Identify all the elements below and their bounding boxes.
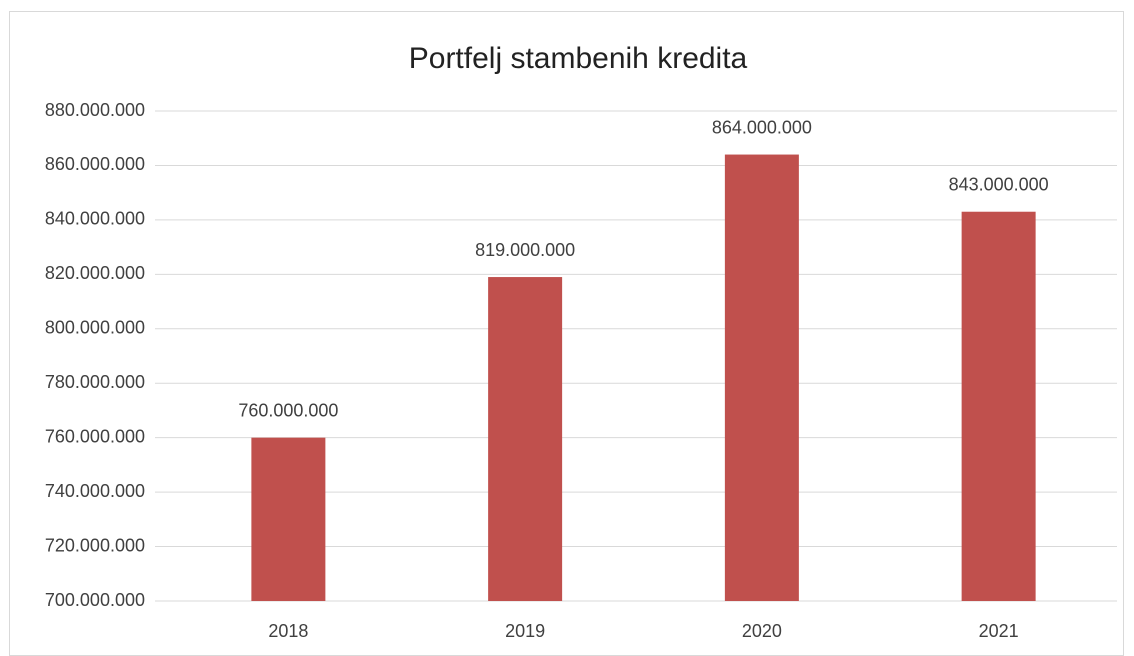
data-label: 843.000.000 [949, 174, 1049, 194]
y-tick-label: 720.000.000 [45, 535, 145, 555]
y-tick-label: 880.000.000 [45, 100, 145, 120]
data-label: 760.000.000 [238, 400, 338, 420]
data-label: 864.000.000 [712, 117, 812, 137]
bar [488, 277, 563, 601]
x-tick-label: 2018 [268, 621, 308, 641]
bar [724, 154, 799, 602]
y-tick-label: 860.000.000 [45, 154, 145, 174]
data-label: 819.000.000 [475, 240, 575, 260]
chart-title: Portfelj stambenih kredita [409, 42, 748, 75]
bar [961, 211, 1036, 601]
y-tick-label: 840.000.000 [45, 209, 145, 229]
y-tick-label: 780.000.000 [45, 372, 145, 392]
y-tick-label: 760.000.000 [45, 426, 145, 446]
y-tick-label: 800.000.000 [45, 318, 145, 338]
y-tick-label: 820.000.000 [45, 263, 145, 283]
x-tick-label: 2019 [505, 621, 545, 641]
chart-border [9, 11, 1124, 656]
x-tick-label: 2021 [979, 621, 1019, 641]
y-tick-label: 740.000.000 [45, 481, 145, 501]
bar [251, 437, 326, 601]
y-tick-label: 700.000.000 [45, 590, 145, 610]
x-tick-label: 2020 [742, 621, 782, 641]
